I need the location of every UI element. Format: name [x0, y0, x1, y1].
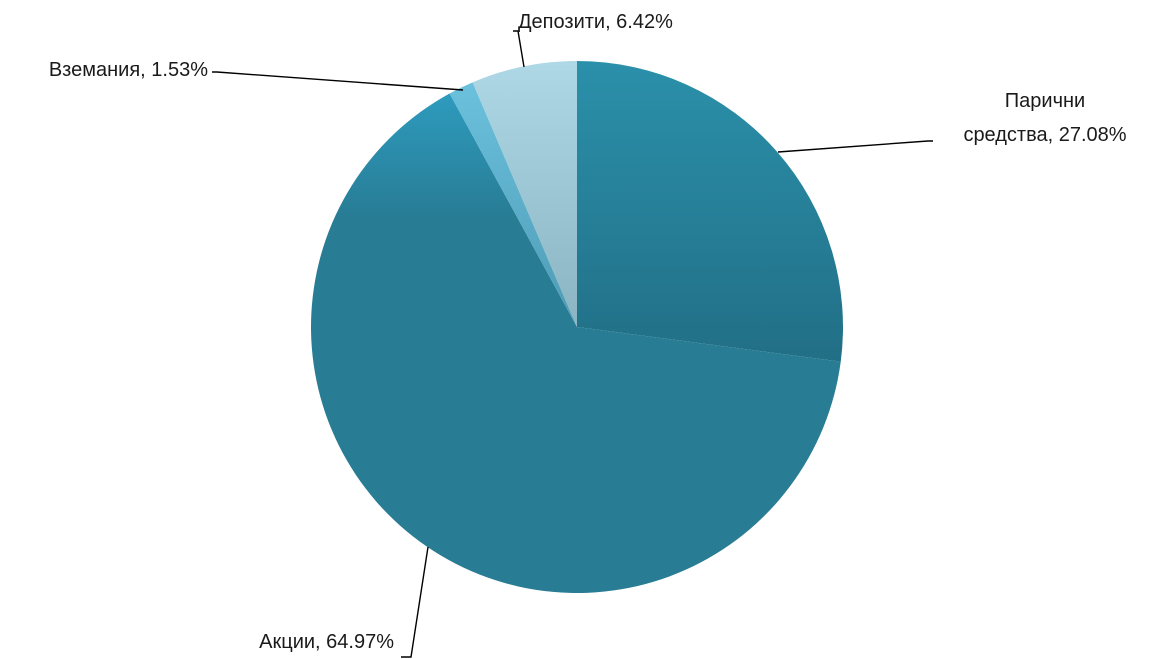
data-label-receivables: Вземания, 1.53% [49, 59, 208, 81]
pie-slice-deposits [472, 61, 577, 327]
data-label-cash-line2: средства, 27.08% [963, 124, 1126, 146]
pie-slice-cash [577, 61, 843, 362]
data-label-deposits: Депозити, 6.42% [518, 11, 673, 33]
pie-slice-receivables [449, 82, 577, 327]
pie-slices [310, 61, 843, 594]
leader-line-deposits [513, 30, 525, 68]
data-label-stocks: Акции, 64.97% [259, 631, 394, 653]
pie-slice-stocks [310, 93, 841, 594]
data-label-cash-line1: Парични [1005, 90, 1085, 112]
data-labels: Парични средства, 27.08% Акции, 64.97% В… [49, 11, 1127, 653]
leader-line-receivables [212, 71, 464, 91]
leader-lines [212, 30, 933, 658]
leader-line-stocks [401, 546, 429, 658]
leader-line-cash [777, 140, 933, 153]
